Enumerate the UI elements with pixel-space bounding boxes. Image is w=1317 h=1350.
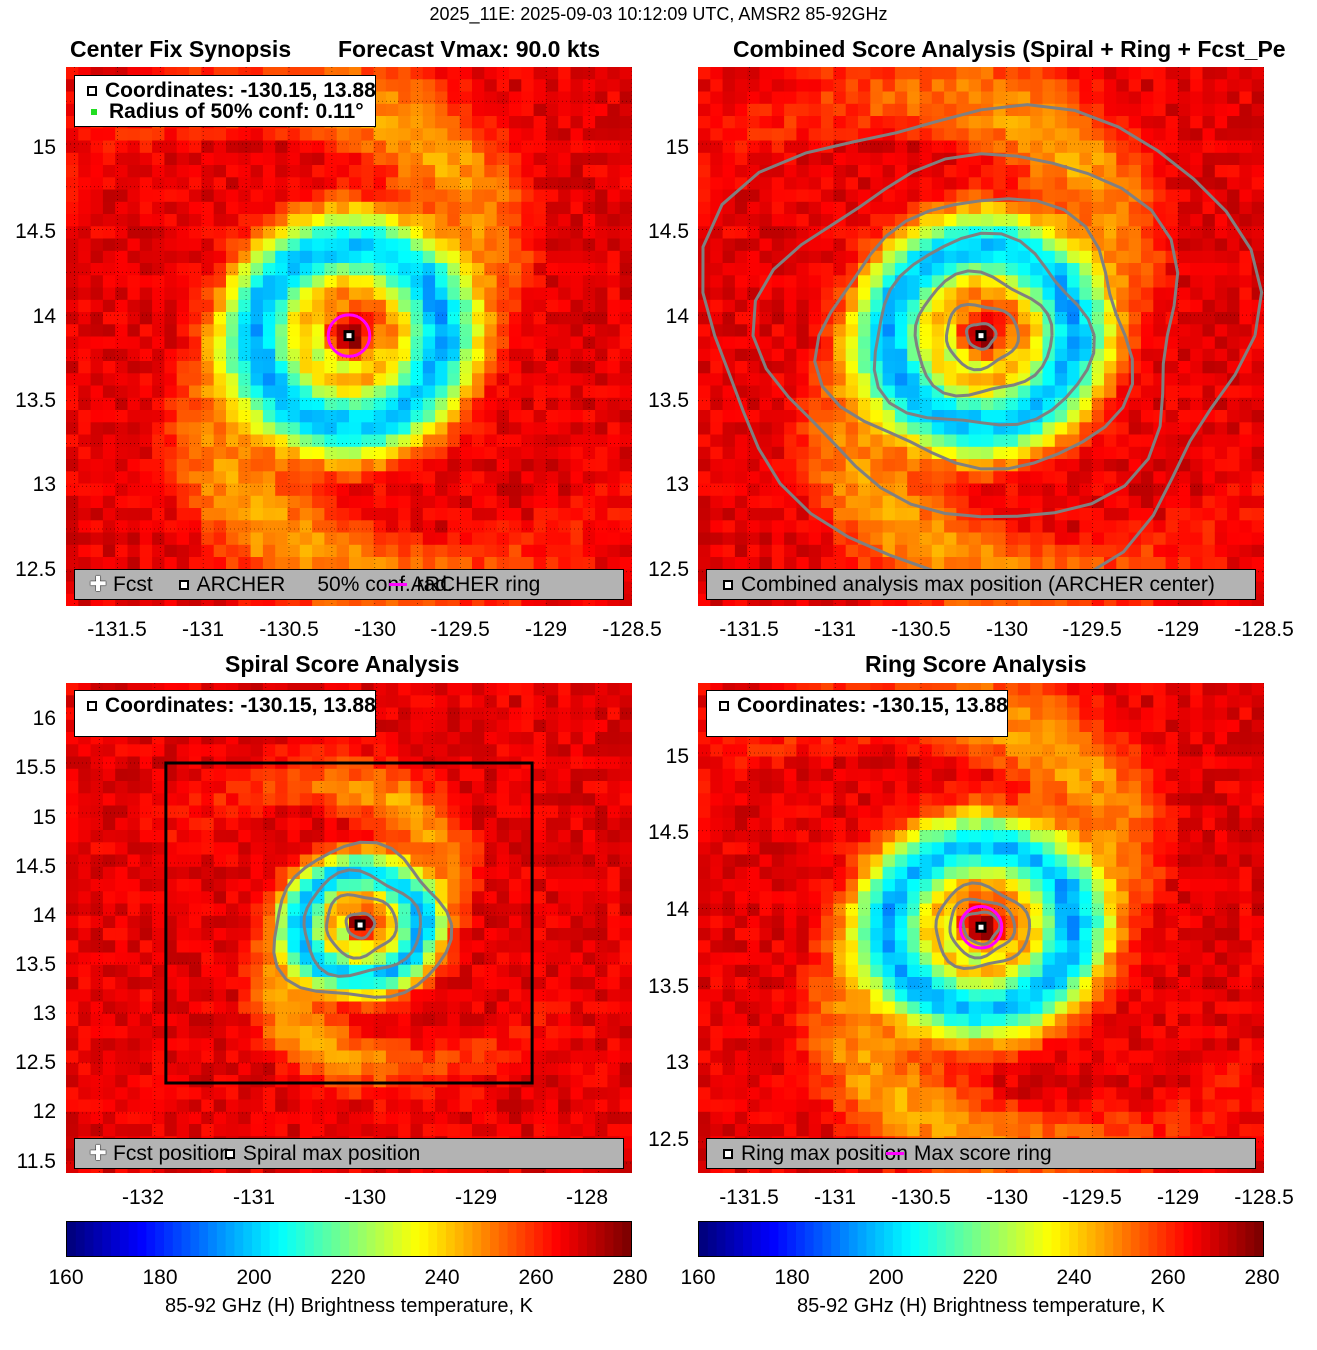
center-fix-marker bbox=[354, 919, 366, 931]
p3-svg bbox=[698, 683, 1264, 1173]
contour-line bbox=[325, 893, 398, 960]
ring-info-box: Coordinates: -130.15, 13.88 bbox=[706, 690, 1008, 737]
contour-line bbox=[964, 322, 998, 351]
ring-plot bbox=[698, 683, 1264, 1173]
spiral-search-box bbox=[164, 761, 534, 1085]
contour-line bbox=[302, 868, 422, 978]
brightness-temperature-heatmap bbox=[66, 67, 632, 606]
p0-svg bbox=[66, 67, 632, 606]
archer-marker-icon bbox=[178, 579, 189, 590]
combined-plot bbox=[698, 67, 1264, 606]
synopsis-info-box: Coordinates: -130.15, 13.88 Radius of 50… bbox=[74, 75, 376, 127]
combined-title: Combined Score Analysis (Spiral + Ring +… bbox=[733, 36, 1286, 62]
archer-ring bbox=[326, 313, 372, 358]
spiral-legend: ✚ Fcst position Spiral max position bbox=[74, 1138, 624, 1169]
coordinates-line: Coordinates: -130.15, 13.88 bbox=[87, 694, 376, 718]
forecast-vmax-title: Forecast Vmax: 90.0 kts bbox=[338, 36, 601, 62]
contour-line bbox=[944, 302, 1020, 372]
coordinates-line: Coordinates: -130.15, 13.88 bbox=[719, 694, 1008, 718]
contour-line bbox=[913, 269, 1054, 398]
contour-line bbox=[701, 103, 1264, 589]
p1-svg bbox=[698, 67, 1264, 606]
cb1-gradient bbox=[699, 1222, 1264, 1256]
plus-icon: ✚ bbox=[89, 1142, 107, 1165]
center-fix-marker bbox=[975, 330, 987, 342]
synopsis-title: Center Fix Synopsis bbox=[70, 36, 292, 62]
spiral-plot bbox=[66, 683, 632, 1173]
contour-line bbox=[948, 897, 1017, 960]
contour-line bbox=[961, 910, 1002, 946]
colorbar-right-label: 85-92 GHz (H) Brightness temperature, K bbox=[797, 1295, 1165, 1317]
score-contours bbox=[701, 103, 1264, 589]
archer-marker-icon bbox=[723, 579, 733, 590]
radius-line: Radius of 50% conf: 0.11° bbox=[87, 100, 364, 124]
spiral-marker-icon bbox=[87, 701, 97, 711]
score-contours bbox=[934, 881, 1032, 971]
contour-line bbox=[751, 152, 1180, 519]
contour-line bbox=[272, 840, 454, 999]
combined-legend: Combined analysis max position (ARCHER c… bbox=[706, 569, 1256, 600]
colorbar-left-label: 85-92 GHz (H) Brightness temperature, K bbox=[165, 1295, 533, 1317]
spiral-title: Spiral Score Analysis bbox=[225, 651, 460, 677]
colorbar-left bbox=[66, 1221, 632, 1257]
center-fix-marker bbox=[975, 921, 987, 933]
synopsis-legend: ✚ Fcst ARCHER 50% conf. rad. ARCHER ring bbox=[74, 569, 624, 600]
contour-line bbox=[872, 231, 1096, 427]
coordinates-line: Coordinates: -130.15, 13.88 bbox=[87, 79, 376, 103]
spiral-info-box: Coordinates: -130.15, 13.88 bbox=[74, 690, 376, 737]
cb0-gradient bbox=[67, 1222, 632, 1256]
grid-lines bbox=[698, 683, 1264, 1173]
contour-line bbox=[813, 197, 1135, 471]
ring-marker-icon bbox=[719, 701, 729, 711]
brightness-temperature-heatmap bbox=[698, 67, 1264, 606]
ring-title: Ring Score Analysis bbox=[865, 651, 1087, 677]
synopsis-plot bbox=[66, 67, 632, 606]
p2-svg bbox=[66, 683, 632, 1173]
contour-line bbox=[934, 881, 1032, 971]
archer-marker-icon bbox=[87, 86, 97, 96]
plus-icon: ✚ bbox=[89, 573, 107, 596]
spiral-marker-icon bbox=[224, 1148, 235, 1159]
brightness-temperature-heatmap bbox=[66, 683, 632, 1173]
grid-lines bbox=[66, 683, 632, 1173]
score-contours bbox=[272, 840, 454, 999]
colorbar-right bbox=[698, 1221, 1264, 1257]
contour-line bbox=[344, 911, 377, 940]
ring-marker-icon bbox=[723, 1148, 733, 1159]
green-dot-icon bbox=[91, 109, 97, 115]
archer-ring bbox=[958, 904, 1004, 950]
figure-title: 2025_11E: 2025-09-03 10:12:09 UTC, AMSR2… bbox=[429, 4, 888, 24]
center-fix-marker bbox=[343, 330, 355, 342]
ring-line-icon bbox=[885, 1152, 904, 1155]
ring-line-icon bbox=[388, 583, 407, 586]
ring-legend: Ring max position Max score ring bbox=[706, 1138, 1256, 1169]
